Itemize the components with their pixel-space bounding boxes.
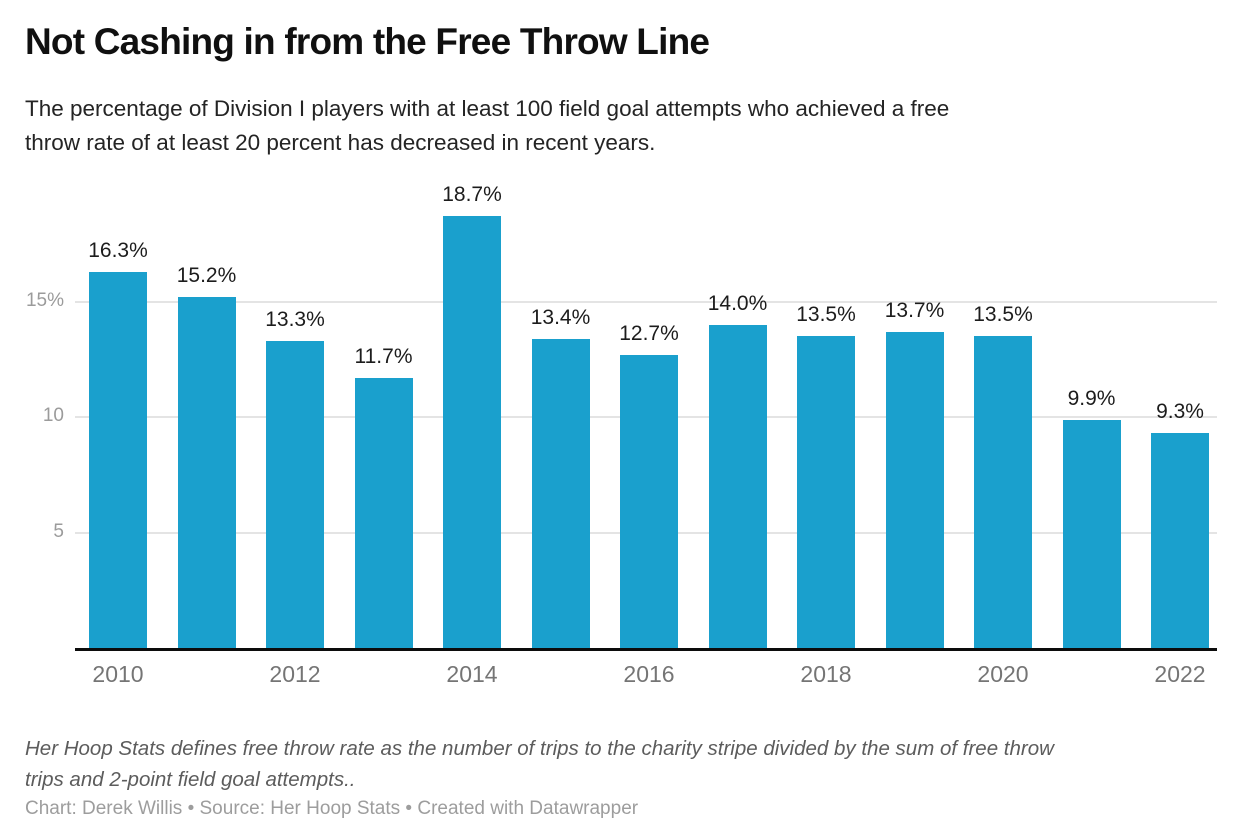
bar-2010: [89, 271, 147, 648]
bar-2012: [266, 341, 324, 648]
bar-2015: [531, 338, 590, 648]
bar-value-label-2014: 18.7%: [442, 183, 502, 207]
footnote-line-1: Her Hoop Stats defines free throw rate a…: [25, 737, 1054, 760]
bar-value-label-2022: 9.3%: [1156, 400, 1204, 424]
bar-value-label-2015: 13.4%: [530, 305, 591, 329]
bar-2019: [885, 331, 944, 648]
bar-2017: [708, 324, 767, 648]
bar-2016: [620, 354, 678, 648]
chart-title: Not Cashing in from the Free Throw Line: [25, 21, 710, 62]
bar-2021: [1062, 419, 1121, 648]
bar-value-label-2010: 16.3%: [88, 238, 148, 262]
x-axis-tick-label-2012: 2012: [269, 661, 321, 687]
x-axis-tick-label-2010: 2010: [92, 661, 144, 687]
footnote-line-2: trips and 2-point field goal attempts..: [25, 768, 356, 791]
bar-2014: [443, 216, 501, 648]
y-axis-tick-label-5: 5: [53, 520, 64, 542]
y-axis-tick-label-10: 10: [42, 405, 64, 427]
x-axis-tick-label-2020: 2020: [977, 661, 1029, 687]
x-axis-tick-label-2018: 2018: [800, 661, 852, 687]
chart-subtitle-line-2: throw rate of at least 20 percent has de…: [25, 130, 656, 155]
bar-value-label-2019: 13.7%: [884, 298, 945, 322]
x-axis-tick-label-2022: 2022: [1154, 661, 1206, 687]
x-axis-tick-label-2014: 2014: [446, 661, 498, 687]
bar-value-label-2020: 13.5%: [973, 303, 1033, 327]
bar-2013: [354, 377, 413, 648]
bar-2020: [974, 336, 1032, 648]
bar-2018: [797, 336, 855, 648]
y-axis-tick-label-15: 15%: [25, 289, 64, 311]
chart-subtitle-line-1: The percentage of Division I players wit…: [25, 96, 950, 121]
x-axis-baseline: [75, 648, 1217, 651]
bar-2011: [177, 297, 236, 648]
bar-2022: [1151, 433, 1209, 648]
bar-value-label-2012: 13.3%: [265, 308, 325, 332]
x-axis-tick-label-2016: 2016: [623, 661, 675, 687]
bar-value-label-2021: 9.9%: [1067, 386, 1116, 410]
bar-value-label-2016: 12.7%: [619, 321, 679, 345]
gridline-15: [75, 300, 1217, 303]
credit-line: Chart: Derek Willis • Source: Her Hoop S…: [25, 798, 639, 819]
bar-value-label-2018: 13.5%: [796, 303, 856, 327]
bar-value-label-2017: 14.0%: [707, 291, 768, 315]
bar-value-label-2011: 15.2%: [176, 264, 237, 288]
bar-value-label-2013: 11.7%: [354, 344, 413, 368]
